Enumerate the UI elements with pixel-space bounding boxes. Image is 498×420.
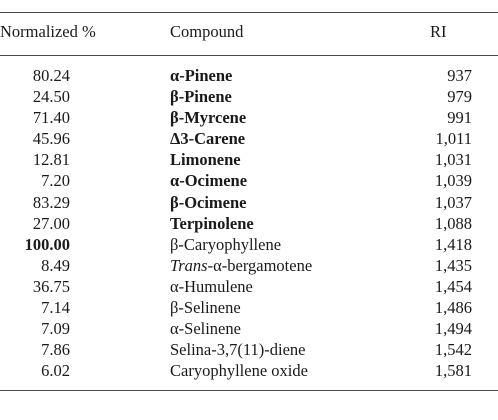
cell-compound: Caryophyllene oxide bbox=[170, 361, 308, 381]
header-ri: RI bbox=[430, 22, 447, 41]
table-row: 45.96 Δ3-Carene 1,011 bbox=[0, 128, 498, 149]
cell-normalized: 100.00 bbox=[24, 234, 70, 254]
cell-compound-rest: -α-bergamotene bbox=[207, 255, 313, 275]
cell-compound: β-Pinene bbox=[170, 87, 232, 107]
cell-ri: 1,454 bbox=[434, 276, 472, 296]
cell-ri: 1,039 bbox=[434, 171, 472, 191]
cell-ri: 991 bbox=[447, 108, 472, 128]
table-row: 7.09 α-Selinene 1,494 bbox=[0, 318, 498, 339]
table-row: 83.29 β-Ocimene 1,037 bbox=[0, 192, 498, 213]
cell-normalized: 7.20 bbox=[41, 171, 70, 191]
cell-normalized: 6.02 bbox=[41, 361, 70, 381]
cell-compound-italic-prefix: Trans bbox=[170, 255, 208, 275]
cell-ri: 1,088 bbox=[434, 213, 472, 233]
cell-compound: α-Selinene bbox=[170, 319, 241, 339]
cell-ri: 1,486 bbox=[434, 298, 472, 318]
cell-compound: β-Myrcene bbox=[170, 108, 247, 128]
table-row: 7.86 Selina-3,7(11)-diene 1,542 bbox=[0, 339, 498, 360]
cell-compound: β-Selinene bbox=[170, 298, 241, 318]
cell-compound: Terpinolene bbox=[170, 213, 254, 233]
table-row: 7.14 β-Selinene 1,486 bbox=[0, 297, 498, 318]
cell-normalized: 8.49 bbox=[41, 255, 70, 275]
table-row: 8.49 Trans-α-bergamotene 1,435 bbox=[0, 255, 498, 276]
table-bottom-rule bbox=[0, 390, 498, 391]
header-compound: Compound bbox=[170, 22, 244, 41]
cell-normalized: 80.24 bbox=[32, 66, 70, 85]
cell-compound: α-Ocimene bbox=[170, 171, 248, 191]
cell-normalized: 12.81 bbox=[32, 150, 70, 170]
table-row: 12.81 Limonene 1,031 bbox=[0, 149, 498, 170]
cell-normalized: 36.75 bbox=[32, 276, 70, 296]
cell-compound: α-Pinene bbox=[170, 66, 233, 85]
table-row: 27.00 Terpinolene 1,088 bbox=[0, 213, 498, 234]
cell-normalized: 27.00 bbox=[32, 213, 70, 233]
cell-ri: 1,542 bbox=[434, 340, 472, 360]
cell-ri: 979 bbox=[447, 87, 472, 107]
table-top-rule bbox=[0, 12, 498, 13]
cell-normalized: 83.29 bbox=[32, 192, 70, 212]
cell-compound: β-Ocimene bbox=[170, 192, 247, 212]
cell-normalized: 7.86 bbox=[41, 340, 70, 360]
header-normalized: Normalized % bbox=[0, 22, 96, 41]
cell-normalized: 45.96 bbox=[32, 129, 70, 149]
cell-ri: 1,037 bbox=[434, 192, 472, 212]
cell-compound: Selina-3,7(11)-diene bbox=[170, 340, 306, 360]
cell-normalized: 71.40 bbox=[32, 108, 70, 128]
table-header-rule bbox=[0, 55, 498, 56]
table-header: Normalized % Compound RI bbox=[0, 22, 498, 46]
cell-ri: 1,435 bbox=[434, 255, 472, 275]
table-row: 71.40 β-Myrcene 991 bbox=[0, 107, 498, 128]
cell-normalized: 7.09 bbox=[41, 319, 70, 339]
cell-ri: 1,011 bbox=[435, 129, 472, 149]
table-row: 80.24 α-Pinene 937 bbox=[0, 65, 498, 86]
table-row: 36.75 α-Humulene 1,454 bbox=[0, 276, 498, 297]
cell-ri: 1,494 bbox=[434, 319, 472, 339]
cell-compound: α-Humulene bbox=[170, 276, 253, 296]
cell-ri: 937 bbox=[447, 66, 472, 85]
table-row: 100.00 β-Caryophyllene 1,418 bbox=[0, 234, 498, 255]
cell-ri: 1,581 bbox=[434, 361, 472, 381]
cell-compound: Limonene bbox=[170, 150, 241, 170]
cell-normalized: 7.14 bbox=[41, 298, 70, 318]
cell-normalized: 24.50 bbox=[32, 87, 70, 107]
table-row: 24.50 β-Pinene 979 bbox=[0, 86, 498, 107]
cell-ri: 1,418 bbox=[434, 234, 472, 254]
table-row: 7.20 α-Ocimene 1,039 bbox=[0, 170, 498, 191]
cell-compound: β-Caryophyllene bbox=[170, 234, 282, 254]
cell-ri: 1,031 bbox=[434, 150, 472, 170]
cell-compound: Trans-α-bergamotene bbox=[170, 255, 312, 276]
cell-compound: Δ3-Carene bbox=[170, 129, 246, 149]
table-row: 6.02 Caryophyllene oxide 1,581 bbox=[0, 360, 498, 381]
table-body: 80.24 α-Pinene 937 24.50 β-Pinene 979 71.40 β-M… bbox=[0, 65, 498, 381]
